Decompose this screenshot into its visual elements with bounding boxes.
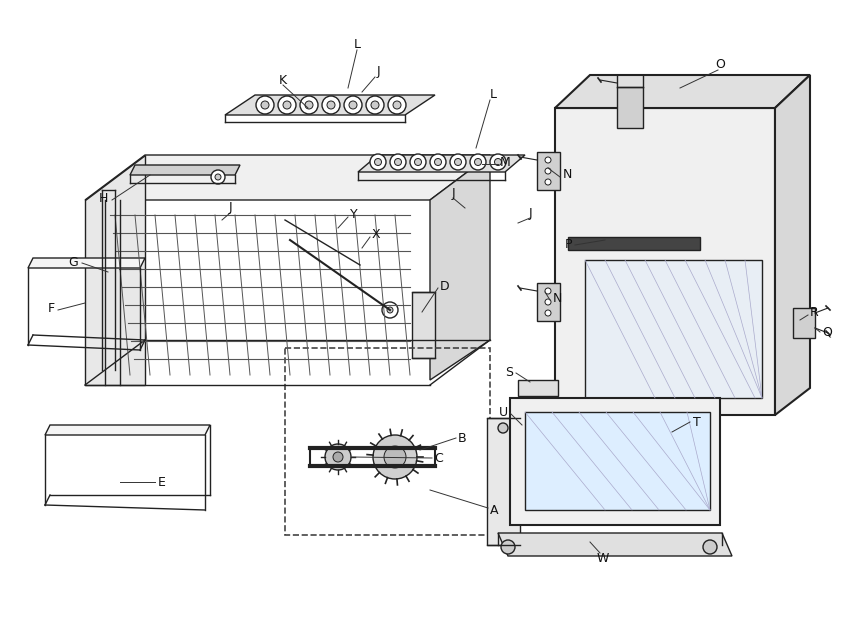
Polygon shape [130, 165, 240, 175]
Text: K: K [279, 74, 287, 86]
Text: O: O [715, 59, 725, 71]
Circle shape [454, 158, 461, 165]
Circle shape [388, 96, 406, 114]
Circle shape [300, 96, 318, 114]
Circle shape [256, 96, 274, 114]
Circle shape [261, 101, 269, 109]
Polygon shape [537, 283, 560, 321]
Circle shape [305, 101, 313, 109]
Circle shape [395, 158, 401, 165]
Text: P: P [565, 238, 572, 251]
Polygon shape [555, 75, 810, 108]
Text: F: F [48, 301, 55, 314]
Polygon shape [412, 292, 435, 358]
Text: X: X [372, 228, 381, 242]
Text: H: H [99, 191, 108, 205]
Circle shape [498, 423, 508, 433]
Polygon shape [793, 308, 815, 338]
Text: L: L [490, 88, 497, 102]
Text: E: E [158, 476, 166, 488]
Text: J: J [529, 207, 532, 219]
Circle shape [501, 540, 515, 554]
Circle shape [475, 158, 481, 165]
Circle shape [450, 154, 466, 170]
Text: N: N [553, 291, 562, 305]
Circle shape [545, 179, 551, 185]
Polygon shape [85, 155, 145, 385]
Text: W: W [597, 551, 609, 565]
Circle shape [415, 158, 422, 165]
Circle shape [545, 310, 551, 316]
Circle shape [545, 288, 551, 294]
Polygon shape [568, 237, 700, 250]
Circle shape [322, 96, 340, 114]
Text: Q: Q [822, 326, 832, 338]
Circle shape [215, 174, 221, 180]
Polygon shape [85, 155, 490, 200]
Polygon shape [225, 95, 435, 115]
Circle shape [545, 299, 551, 305]
Text: N: N [563, 169, 572, 181]
Circle shape [283, 101, 291, 109]
Circle shape [434, 158, 442, 165]
Circle shape [349, 101, 357, 109]
Circle shape [278, 96, 296, 114]
Circle shape [344, 96, 362, 114]
Circle shape [703, 540, 717, 554]
Circle shape [384, 446, 406, 468]
Circle shape [366, 96, 384, 114]
Text: U: U [499, 406, 508, 420]
Polygon shape [430, 155, 490, 380]
Circle shape [325, 444, 351, 470]
Circle shape [490, 154, 506, 170]
Text: S: S [505, 366, 513, 380]
Circle shape [410, 154, 426, 170]
Circle shape [430, 154, 446, 170]
Circle shape [370, 154, 386, 170]
Circle shape [390, 154, 406, 170]
Text: L: L [353, 39, 361, 52]
Circle shape [374, 158, 382, 165]
Circle shape [333, 452, 343, 462]
Text: M: M [500, 155, 511, 169]
Polygon shape [510, 398, 720, 525]
Circle shape [373, 435, 417, 479]
Polygon shape [617, 87, 643, 128]
Polygon shape [498, 533, 732, 556]
Polygon shape [45, 425, 210, 435]
Circle shape [470, 154, 486, 170]
Polygon shape [555, 108, 775, 415]
Circle shape [327, 101, 335, 109]
Polygon shape [518, 380, 558, 396]
Text: T: T [693, 415, 701, 429]
Text: R: R [810, 307, 819, 319]
Text: C: C [434, 452, 443, 464]
Text: B: B [458, 431, 467, 445]
Circle shape [545, 157, 551, 163]
Circle shape [211, 170, 225, 184]
Polygon shape [28, 258, 145, 268]
Circle shape [545, 168, 551, 174]
Text: J: J [451, 186, 455, 200]
Circle shape [393, 101, 401, 109]
Text: A: A [490, 504, 498, 516]
Circle shape [387, 307, 393, 313]
Text: J: J [228, 202, 232, 214]
Text: G: G [68, 256, 78, 270]
Polygon shape [487, 418, 520, 545]
Circle shape [382, 302, 398, 318]
Circle shape [495, 158, 502, 165]
Polygon shape [358, 155, 525, 172]
Polygon shape [585, 260, 762, 398]
Text: J: J [376, 66, 380, 78]
Polygon shape [525, 412, 710, 510]
Text: D: D [440, 279, 449, 293]
Polygon shape [537, 152, 560, 190]
Circle shape [371, 101, 379, 109]
Text: Y: Y [350, 209, 357, 221]
Polygon shape [775, 75, 810, 415]
